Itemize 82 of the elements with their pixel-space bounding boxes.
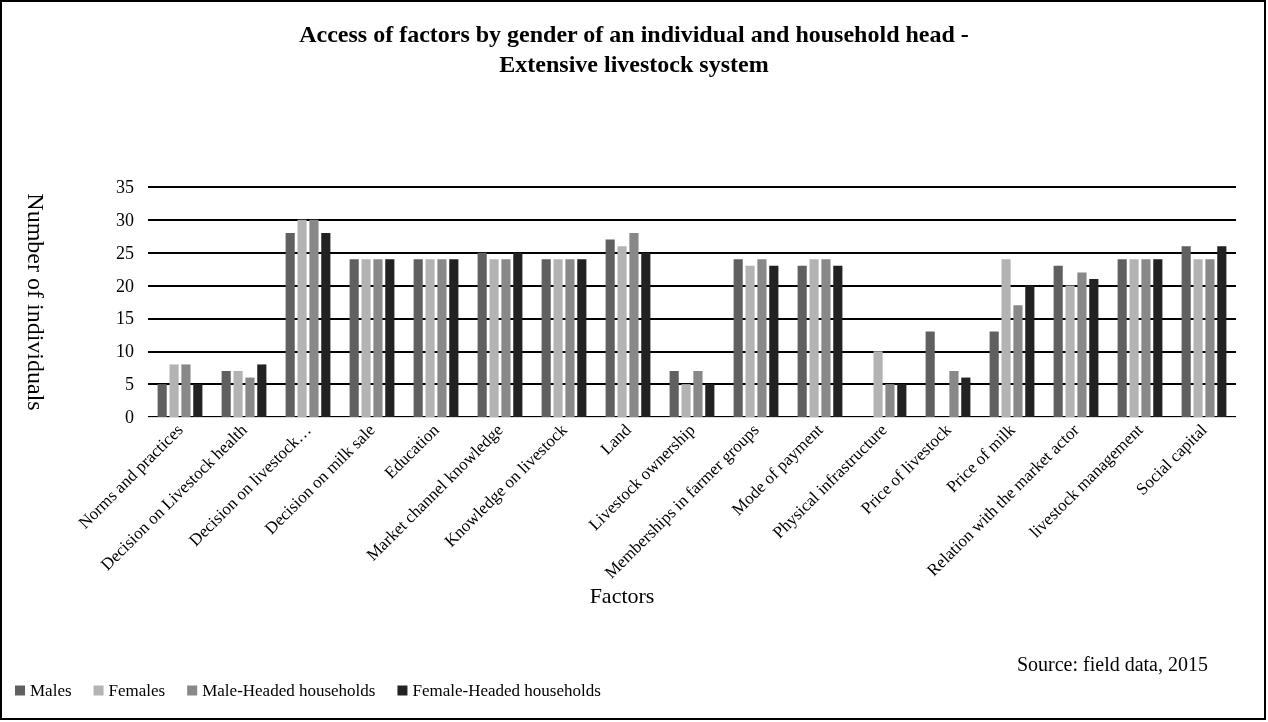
bar <box>617 246 627 417</box>
bar <box>1129 259 1139 417</box>
bar <box>949 371 959 417</box>
bar <box>1089 279 1099 417</box>
bar <box>157 384 167 417</box>
bar <box>961 377 971 417</box>
bar <box>1153 259 1163 417</box>
bar <box>769 265 779 417</box>
bar <box>193 384 203 417</box>
bar <box>733 259 743 417</box>
bar <box>873 351 883 417</box>
y-axis-title: Number of individuals <box>23 193 49 411</box>
chart-title: Access of factors by gender of an individual and household head - Extensive livestock system <box>299 21 969 77</box>
bar <box>1181 246 1191 417</box>
bar <box>809 259 819 417</box>
y-tick-label: 25 <box>116 242 134 263</box>
bar <box>797 265 807 417</box>
bar <box>501 259 511 417</box>
y-tick-label: 10 <box>116 341 134 362</box>
bar <box>629 233 639 417</box>
y-tick-label: 30 <box>116 209 134 230</box>
bar <box>669 371 679 417</box>
bar <box>285 233 295 417</box>
x-axis-title: Factors <box>589 583 655 609</box>
bar <box>1193 259 1203 417</box>
y-tick-label: 15 <box>116 308 134 329</box>
bar <box>577 259 587 417</box>
bar <box>489 259 499 417</box>
bar <box>541 259 551 417</box>
bar <box>989 331 999 417</box>
bar <box>385 259 395 417</box>
bar <box>169 364 179 417</box>
bar <box>297 219 307 417</box>
bar <box>245 377 255 417</box>
bar <box>1077 272 1087 417</box>
bar <box>565 259 575 417</box>
bar <box>373 259 383 417</box>
bar <box>257 364 267 417</box>
bar <box>897 384 907 417</box>
bar <box>833 265 843 417</box>
bar <box>513 252 523 417</box>
y-tick-label: 20 <box>116 275 134 296</box>
bar <box>233 371 243 417</box>
legend-label: Females <box>108 681 166 700</box>
bar <box>553 259 563 417</box>
bar <box>821 259 831 417</box>
y-tick-label: 35 <box>116 177 134 197</box>
bar <box>425 259 435 417</box>
bar <box>1053 265 1063 417</box>
bar <box>437 259 447 417</box>
y-tick-label: 5 <box>125 374 134 395</box>
bar <box>1025 285 1035 417</box>
bar <box>1141 259 1151 417</box>
bar <box>1001 259 1011 417</box>
bar <box>641 252 651 417</box>
source-note: Source: field data, 2015 <box>1016 653 1209 675</box>
bar <box>309 219 319 417</box>
bar <box>705 384 715 417</box>
bar <box>1065 285 1075 417</box>
bar <box>1013 305 1023 417</box>
bar <box>693 371 703 417</box>
bar <box>361 259 371 417</box>
bar <box>1217 246 1227 417</box>
bar <box>885 384 895 417</box>
y-tick-label: 0 <box>125 407 134 427</box>
bar <box>745 265 755 417</box>
bar <box>181 364 191 417</box>
bar <box>449 259 459 417</box>
bar <box>681 384 691 417</box>
legend-label: Males <box>30 681 72 700</box>
bar <box>321 233 331 417</box>
bar <box>1117 259 1127 417</box>
legend-label: Female-Headed households <box>412 681 601 700</box>
bar <box>605 239 615 417</box>
bar <box>925 331 935 417</box>
bar <box>413 259 423 417</box>
bar <box>349 259 359 417</box>
legend-label: Male-Headed households <box>202 681 376 700</box>
bar <box>1205 259 1215 417</box>
bar <box>477 252 487 417</box>
bar <box>757 259 767 417</box>
bar <box>221 371 231 417</box>
